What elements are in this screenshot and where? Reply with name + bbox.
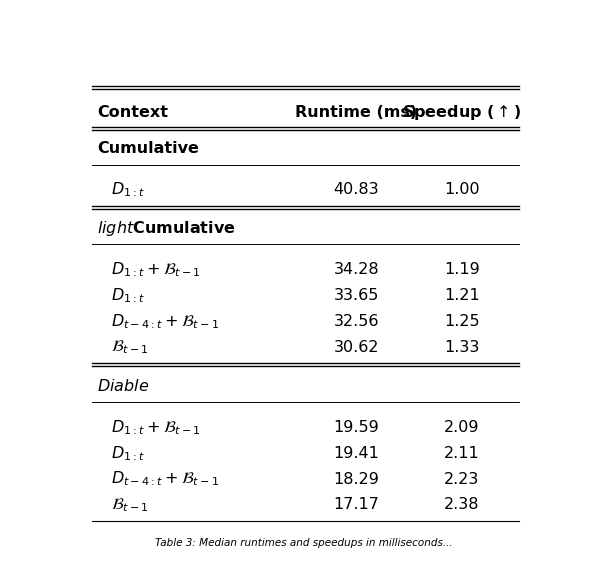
Text: 34.28: 34.28 — [333, 262, 379, 277]
Text: $D_{1:t}$: $D_{1:t}$ — [111, 444, 145, 462]
Text: 40.83: 40.83 — [333, 182, 379, 197]
Text: 1.33: 1.33 — [444, 340, 480, 355]
Text: Table 3: Median runtimes and speedups in milliseconds...: Table 3: Median runtimes and speedups in… — [155, 538, 452, 548]
Text: 2.11: 2.11 — [444, 446, 480, 461]
Text: $\mathcal{B}_{t-1}$: $\mathcal{B}_{t-1}$ — [111, 496, 149, 513]
Text: 2.38: 2.38 — [444, 498, 480, 512]
Text: $D_{t-4:t} + \mathcal{B}_{t-1}$: $D_{t-4:t} + \mathcal{B}_{t-1}$ — [111, 312, 219, 331]
Text: $D_{1:t} + \mathcal{B}_{t-1}$: $D_{1:t} + \mathcal{B}_{t-1}$ — [111, 261, 201, 279]
Text: Context: Context — [97, 105, 168, 119]
Text: 2.09: 2.09 — [444, 420, 480, 435]
Text: 1.25: 1.25 — [444, 314, 480, 329]
Text: Cumulative: Cumulative — [97, 141, 199, 156]
Text: 19.41: 19.41 — [333, 446, 379, 461]
Text: $D_{t-4:t} + \mathcal{B}_{t-1}$: $D_{t-4:t} + \mathcal{B}_{t-1}$ — [111, 470, 219, 488]
Text: 19.59: 19.59 — [333, 420, 379, 435]
Text: $\mathit{light}$Cumulative: $\mathit{light}$Cumulative — [97, 219, 236, 237]
Text: 32.56: 32.56 — [333, 314, 379, 329]
Text: Speedup ($\uparrow$): Speedup ($\uparrow$) — [402, 103, 522, 122]
Text: 18.29: 18.29 — [333, 471, 379, 487]
Text: Runtime (ms): Runtime (ms) — [295, 105, 417, 119]
Text: 17.17: 17.17 — [333, 498, 379, 512]
Text: 1.00: 1.00 — [444, 182, 480, 197]
Text: $\mathcal{B}_{t-1}$: $\mathcal{B}_{t-1}$ — [111, 339, 149, 356]
Text: $\mathit{Diable}$: $\mathit{Diable}$ — [97, 378, 149, 394]
Text: $D_{1:t}$: $D_{1:t}$ — [111, 286, 145, 305]
Text: 1.21: 1.21 — [444, 288, 480, 303]
Text: $D_{1:t}$: $D_{1:t}$ — [111, 181, 145, 199]
Text: 1.19: 1.19 — [444, 262, 480, 277]
Text: 33.65: 33.65 — [333, 288, 379, 303]
Text: 30.62: 30.62 — [333, 340, 379, 355]
Text: 2.23: 2.23 — [444, 471, 480, 487]
Text: $D_{1:t} + \mathcal{B}_{t-1}$: $D_{1:t} + \mathcal{B}_{t-1}$ — [111, 418, 201, 437]
